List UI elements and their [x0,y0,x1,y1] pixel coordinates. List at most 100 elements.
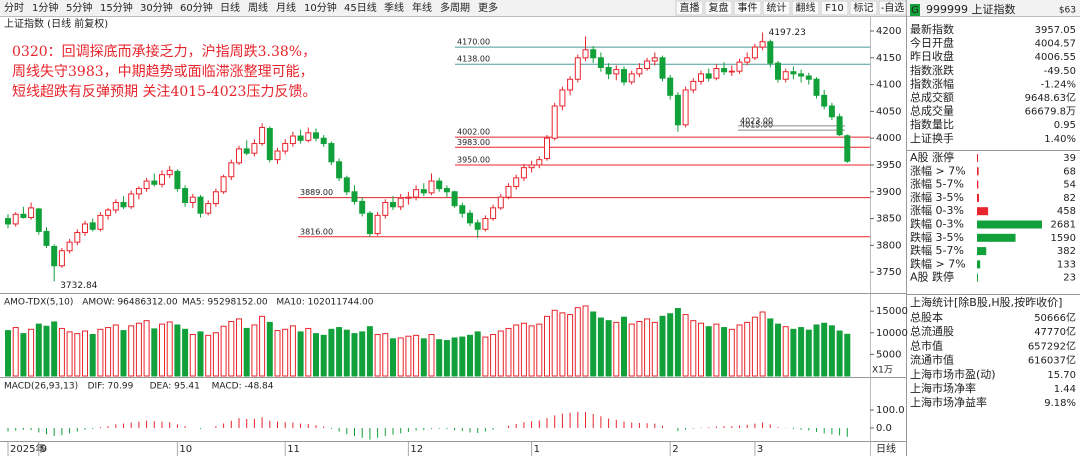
toolbar-tab[interactable]: 分时 [4,2,24,14]
candle-body [590,49,597,59]
volume-bar [320,334,327,377]
y-tick-label: 5000 [876,349,901,360]
breadth-label: 涨幅 0-3% [910,204,964,217]
volume-bar [289,325,296,377]
candle-body [551,105,558,139]
level-label: 4023.00 [740,116,773,125]
y-tick-label: 3750 [876,267,901,278]
volume-bar [782,326,789,377]
volume-bar [705,326,712,377]
x-tick-label: 9 [41,444,47,455]
candle-body [490,207,497,220]
stats-value: 1.44 [1054,384,1076,395]
volume-bar [359,331,366,377]
volume-bar [266,321,273,377]
candle-body [243,148,250,154]
toolbar-tab[interactable]: 60分钟 [180,1,213,14]
candle-body [544,137,550,160]
level-label: 4015.00 [740,121,773,130]
toolbar-tab[interactable]: 10分钟 [304,1,337,14]
candle-body [390,202,396,208]
toolbar-tab[interactable]: 更多 [478,1,498,14]
quote-code: 999999 上证指数 [926,2,1016,16]
toolbar-tab[interactable]: 多周期 [440,1,470,14]
quote-label: 总成交额 [910,90,954,104]
toolbar-button-bg[interactable] [704,0,733,16]
breadth-value: 82 [1063,193,1076,204]
toolbar-button-bg[interactable] [762,0,791,16]
candle-body [482,218,489,230]
toolbar-button[interactable]: 统计 [767,1,787,14]
toolbar-button-bg[interactable] [820,0,849,16]
level-label: 4138.00 [457,55,490,64]
candle-body [182,188,189,204]
toolbar-button[interactable]: F10 [825,3,843,14]
toolbar-button[interactable]: -自选 [881,1,905,14]
high-label: 4197.23 [769,28,806,38]
annotation: 周线失守3983，中期趋势或面临滞涨整理可能， [12,64,314,80]
candle-body [374,214,381,235]
toolbar-tab[interactable]: 年线 [412,1,432,14]
stats-label: 上海市场净益率 [910,395,987,409]
toolbar-button[interactable]: 复盘 [709,1,729,14]
candle-body [51,245,58,267]
volume-bar [51,321,58,377]
toolbar-tab[interactable]: 30分钟 [140,1,173,14]
volume-bar [459,336,466,377]
toolbar-tab[interactable]: 5分钟 [66,1,92,14]
candle-body [528,164,535,169]
volume-bar [159,323,165,377]
toolbar-button-bg[interactable] [791,0,820,16]
volume-bar [836,330,843,377]
toolbar-button-bg[interactable] [878,0,907,16]
y-tick-label: 4050 [876,106,901,117]
candle-body [20,213,27,219]
volume-bar [236,318,242,377]
quote-label: 上证换手 [910,131,954,145]
volume-bar [274,330,281,377]
volume-bar [443,340,450,377]
toolbar-button[interactable]: 直播 [680,1,700,14]
legend-entry: MA10: 102011744.00 [276,298,373,308]
candle-body [621,69,627,83]
candle-body [320,137,327,145]
volume-bar [390,338,396,377]
candle-body [536,159,543,166]
toolbar-tab[interactable]: 45日线 [344,1,377,14]
candle-body [613,69,620,75]
candle-body [836,116,843,136]
legend-entry: MACD(26,93,13) [4,382,78,392]
toolbar-button[interactable]: 事件 [738,1,758,14]
candle-body [651,57,658,62]
x-tick-label: 11 [287,444,300,455]
stats-value: 616037亿 [1028,354,1076,367]
toolbar-tab[interactable]: 日线 [220,1,240,14]
toolbar-tab[interactable]: 15分钟 [100,1,133,14]
candle-body [597,57,604,68]
quote-value: -49.50 [1044,66,1076,77]
candle-body [443,188,450,193]
candle-body [690,80,697,91]
toolbar-tab[interactable]: 1分钟 [32,1,58,14]
volume-bar [767,318,774,377]
candle-body [120,202,127,208]
toolbar-button-bg[interactable] [675,0,704,16]
toolbar-tab[interactable]: 季线 [384,1,404,14]
annotation: 0320：回调探底而承接乏力，沪指周跌3.38%， [12,43,316,60]
toolbar-button-bg[interactable] [849,0,878,16]
candle-body [259,126,266,145]
volume-bar [674,308,681,377]
candle-body [574,57,581,80]
toolbar-button-bg[interactable] [733,0,762,16]
volume-bar [590,311,597,377]
toolbar-button[interactable]: 翻线 [796,1,816,14]
toolbar-tab[interactable]: 月线 [276,1,296,14]
quote-label: 指数涨跌 [910,63,954,77]
candle-body [5,218,11,225]
candle-body [82,223,88,234]
volume-bar [89,333,96,377]
toolbar-button[interactable]: 标记 [854,2,874,14]
toolbar-tab[interactable]: 周线 [248,1,268,14]
volume-bar [74,333,81,377]
volume-bar [636,321,643,377]
